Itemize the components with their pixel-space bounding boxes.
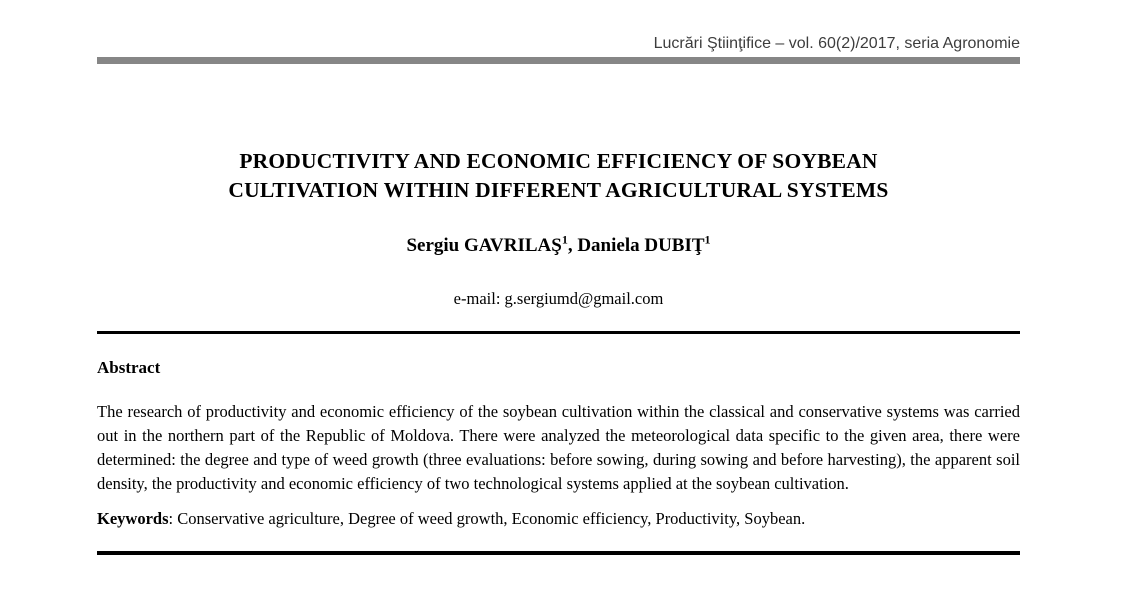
keywords-line: Keywords: Conservative agriculture, Degr… [97, 508, 1020, 530]
authors-line: Sergiu GAVRILAŞ1, Daniela DUBIŢ1 [97, 233, 1020, 258]
author-1-name: Sergiu GAVRILAŞ [406, 235, 562, 256]
keywords-text: : Conservative agriculture, Degree of we… [168, 509, 806, 528]
keywords-label: Keywords [97, 509, 169, 528]
author-2-affiliation-sup: 1 [704, 232, 711, 247]
journal-running-head: Lucrări Ştiinţifice – vol. 60(2)/2017, s… [653, 35, 1020, 52]
paper-title-line2: CULTIVATION WITHIN DIFFERENT AGRICULTURA… [228, 178, 889, 202]
paper-title: PRODUCTIVITY AND ECONOMIC EFFICIENCY OF … [97, 147, 1020, 205]
footer-rule [97, 551, 1020, 555]
abstract-heading: Abstract [97, 358, 161, 377]
paper-title-line1: PRODUCTIVITY AND ECONOMIC EFFICIENCY OF … [239, 149, 878, 173]
author-1-affiliation-sup: 1 [561, 232, 568, 247]
author-2-name: Daniela DUBIŢ [577, 235, 705, 256]
header-divider-rule [97, 57, 1020, 64]
authors-separator: , [567, 235, 578, 256]
abstract-top-rule [97, 331, 1020, 334]
abstract-paragraph: The research of productivity and economi… [97, 402, 1020, 493]
contact-email-line: e-mail: g.sergiumd@gmail.com [453, 289, 664, 308]
